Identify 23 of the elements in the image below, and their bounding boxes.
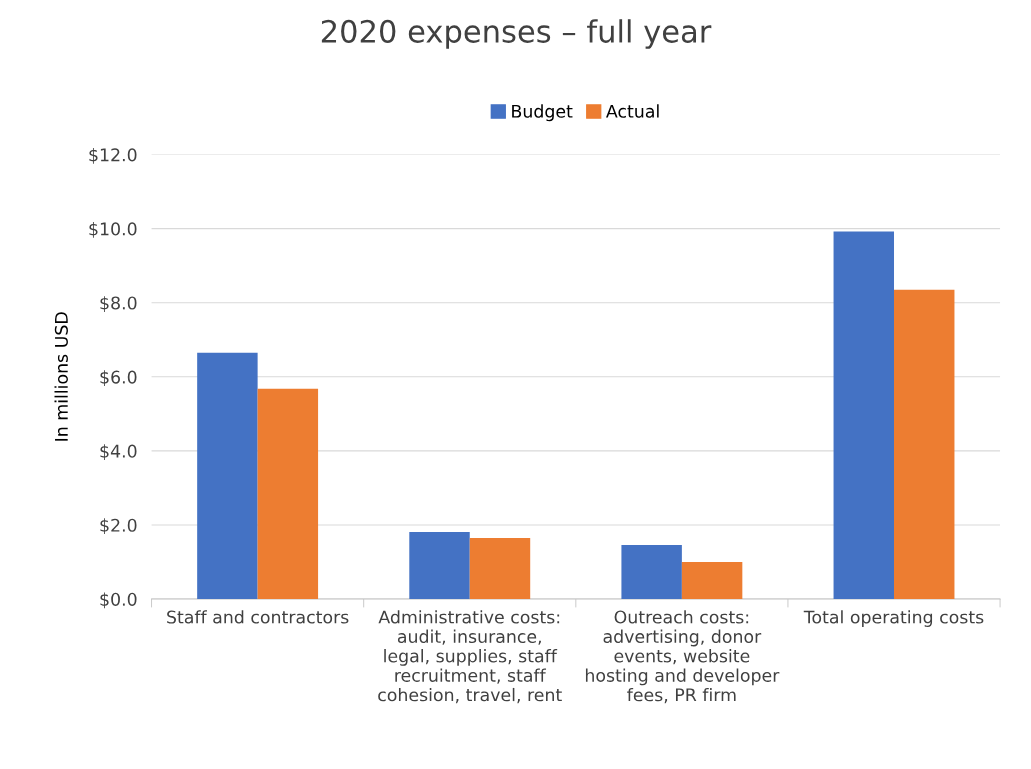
bar bbox=[257, 388, 319, 600]
y-tick-label: $2.0 bbox=[100, 518, 137, 535]
y-tick-label: $4.0 bbox=[100, 444, 137, 461]
bar bbox=[469, 537, 531, 600]
y-axis-title: In millions USD bbox=[54, 312, 68, 441]
bar bbox=[197, 352, 258, 600]
x-tick-label: Staff and contractors bbox=[167, 610, 349, 624]
y-tick-label: $12.0 bbox=[89, 147, 137, 164]
y-tick-label: $0.0 bbox=[100, 592, 137, 609]
bar bbox=[833, 231, 895, 600]
y-tick-label: $10.0 bbox=[89, 222, 137, 238]
x-tick-label: Administrative costs: audit, insurance, legal, supplies, staff recruitment, staff cohesion, travel, rent bbox=[378, 610, 562, 704]
chart-title: 2020 expenses – full year bbox=[321, 19, 712, 49]
y-tick-label: $8.0 bbox=[100, 296, 137, 312]
bar bbox=[621, 544, 682, 600]
legend-label: Actual bbox=[606, 104, 659, 118]
x-tick-label: Total operating costs bbox=[803, 610, 984, 627]
bar bbox=[409, 532, 470, 600]
bar bbox=[681, 562, 743, 600]
x-tick-label: Outreach costs: advertising, donor events, website hosting and developer fees, PR firm bbox=[585, 610, 780, 704]
bar bbox=[894, 289, 955, 600]
legend-label: Budget bbox=[512, 104, 573, 122]
y-tick-label: $6.0 bbox=[100, 370, 137, 386]
